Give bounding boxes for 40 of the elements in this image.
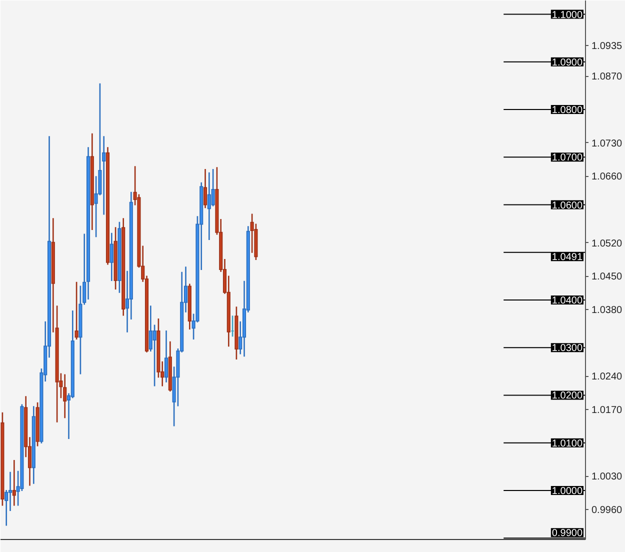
- y-tick-label: 1.0170: [592, 405, 623, 416]
- y-tick-label: 1.0935: [592, 40, 623, 52]
- candlestick: [188, 284, 192, 330]
- y-tick-label: 1.0030: [592, 472, 623, 483]
- candlestick: [118, 222, 122, 293]
- candlestick: [32, 406, 36, 484]
- ref-line-label: 1.0800: [552, 105, 583, 116]
- y-tick-label: 1.0520: [592, 238, 623, 250]
- candlestick: [106, 147, 110, 265]
- candlestick: [168, 341, 172, 392]
- y-tick-label: 1.0450: [592, 272, 623, 283]
- y-tick-label: 1.0240: [592, 372, 623, 383]
- ref-line-label: 1.0900: [552, 57, 583, 68]
- candlestick: [207, 172, 211, 240]
- candlestick: [110, 232, 114, 281]
- y-tick-label: 1.0380: [592, 305, 623, 316]
- y-tick-label: 0.9960: [592, 505, 623, 516]
- candlestick: [203, 169, 208, 208]
- ref-line-label: 1.0000: [552, 486, 583, 497]
- y-tick-label: 1.0660: [592, 172, 623, 183]
- candlestick: [0, 412, 4, 506]
- y-tick-label: 1.0870: [592, 72, 623, 83]
- candlestick: [164, 330, 168, 382]
- candlestick: [122, 218, 126, 316]
- ref-line-label: 1.0600: [552, 200, 583, 212]
- candlestick: [12, 460, 16, 506]
- ref-line-label: 1.0300: [552, 343, 583, 354]
- ref-line-label: 1.0200: [552, 390, 583, 402]
- ref-line-label: 1.0700: [552, 152, 583, 164]
- ref-line-label: 1.1000: [552, 10, 583, 21]
- ref-line-label: 1.0400: [552, 295, 583, 306]
- annotation: 1.0491: [552, 252, 583, 264]
- candlestick: [114, 227, 118, 290]
- candlestick: [234, 306, 238, 360]
- candlestick: [63, 374, 67, 418]
- ref-line-label: 1.0100: [552, 438, 583, 450]
- y-tick-label: 1.0730: [592, 138, 623, 150]
- candlestick: [36, 402, 40, 446]
- ref-line-label: 0.9900: [552, 528, 583, 540]
- candlestick: [90, 133, 94, 230]
